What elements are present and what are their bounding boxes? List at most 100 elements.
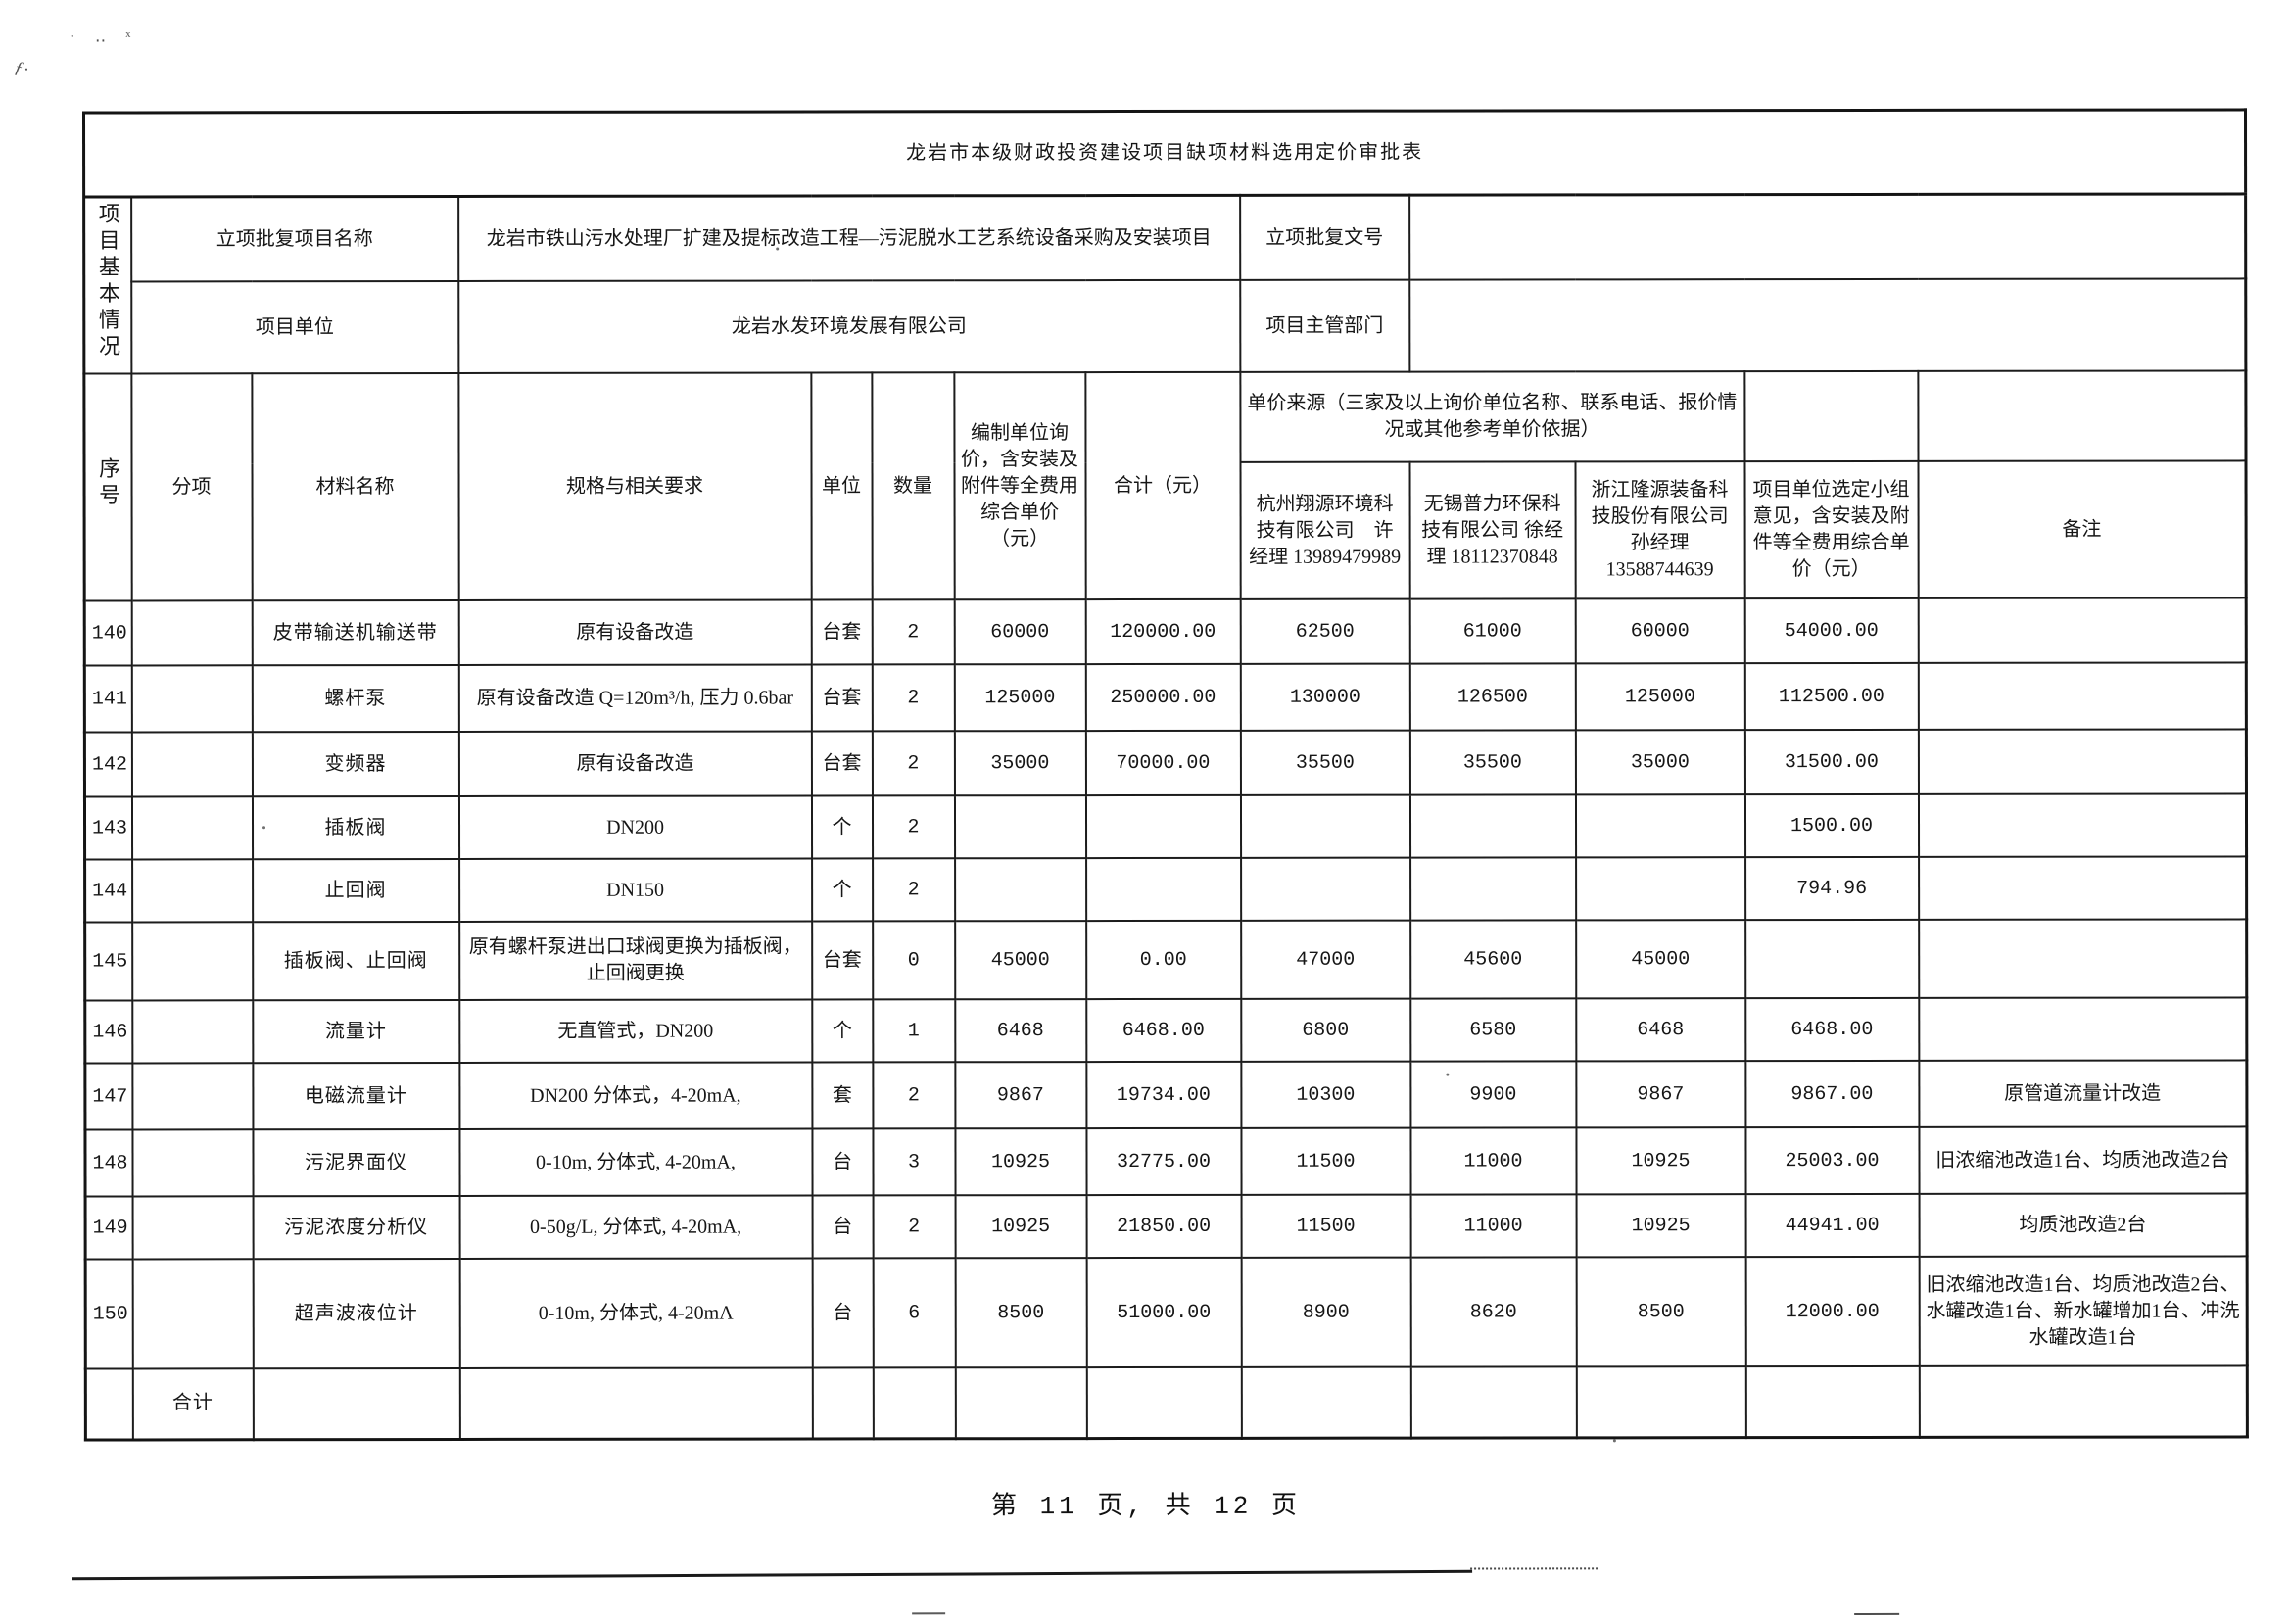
cell-selected-price bbox=[1745, 1365, 1920, 1438]
cell-total bbox=[1086, 1366, 1242, 1439]
cell-quote-wuxi: 45600 bbox=[1409, 920, 1576, 999]
cell-unit-price: 45000 bbox=[954, 921, 1086, 1000]
table-row: 146 流量计 无直管式，DN200 个 1 6468 6468.00 6800… bbox=[84, 997, 2247, 1064]
cell-qty: 2 bbox=[872, 1062, 955, 1129]
cell-unit-price: 125000 bbox=[954, 664, 1086, 732]
cell-category bbox=[131, 1129, 254, 1197]
cell-quote-zhejiang bbox=[1575, 857, 1745, 921]
cell-selected-price: 31500.00 bbox=[1744, 729, 1919, 795]
cell-quote-zhejiang: 45000 bbox=[1575, 920, 1745, 999]
cell-total: 51000.00 bbox=[1086, 1257, 1242, 1368]
cell-remark bbox=[1918, 729, 2247, 794]
scan-artifact-dash bbox=[1854, 1612, 1900, 1615]
col-header-no: 序号 bbox=[83, 373, 132, 601]
cell-remark bbox=[1919, 1365, 2248, 1437]
cell-unit-price: 10925 bbox=[955, 1195, 1087, 1259]
cell-unit: 台 bbox=[812, 1258, 874, 1368]
cell-no: 142 bbox=[84, 732, 132, 797]
cell-spec: DN200 分体式，4-20mA, bbox=[458, 1062, 812, 1129]
cell-total: 250000.00 bbox=[1085, 663, 1241, 732]
cell-remark bbox=[1918, 597, 2247, 663]
scan-speckle bbox=[262, 826, 266, 830]
cell-selected-price: 112500.00 bbox=[1744, 662, 1919, 731]
cell-quote-wuxi: 61000 bbox=[1409, 598, 1576, 664]
cell-spec: 原有设备改造 bbox=[458, 599, 812, 665]
cell-unit: 套 bbox=[811, 1062, 873, 1129]
cell-material-name: 插板阀 bbox=[252, 795, 459, 860]
cell-selected-price bbox=[1744, 919, 1919, 999]
cell-quote-hangzhou bbox=[1241, 1366, 1411, 1438]
project-authority-label: 项目主管部门 bbox=[1239, 280, 1409, 372]
cell-spec: 0-50g/L, 分体式, 4-20mA, bbox=[459, 1195, 813, 1259]
project-unit-label: 项目单位 bbox=[130, 281, 458, 374]
cell-quote-hangzhou: 62500 bbox=[1240, 598, 1410, 664]
cell-material-name: 螺杆泵 bbox=[252, 664, 459, 733]
cell-category bbox=[132, 1259, 254, 1369]
cell-quote-wuxi: 11000 bbox=[1410, 1194, 1577, 1258]
cell-no: 147 bbox=[84, 1063, 132, 1130]
col-header-vendor-hangzhou: 杭州翔源环境科技有限公司 许经理 13989479989 bbox=[1240, 461, 1410, 599]
cell-quote-zhejiang: 6468 bbox=[1575, 998, 1745, 1062]
table-row: 145 插板阀、止回阀 原有螺杆泵进出口球阀更换为插板阀，止回阀更换 台套 0 … bbox=[84, 919, 2247, 1001]
cell-selected-price: 25003.00 bbox=[1744, 1126, 1920, 1195]
project-unit-value: 龙岩水发环境发展有限公司 bbox=[457, 280, 1240, 373]
cell-unit: 台 bbox=[812, 1195, 874, 1259]
cell-selected-price: 12000.00 bbox=[1745, 1256, 1920, 1367]
approved-project-name-label: 立项批复项目名称 bbox=[130, 196, 458, 282]
cell-no bbox=[85, 1368, 133, 1440]
cell-selected-price: 1500.00 bbox=[1744, 793, 1919, 858]
cell-material-name: 超声波液位计 bbox=[253, 1258, 460, 1369]
cell-unit-price bbox=[954, 795, 1086, 859]
cell-qty: 6 bbox=[873, 1258, 956, 1368]
cell-qty: 2 bbox=[872, 795, 955, 859]
cell-category bbox=[131, 732, 253, 797]
cell-quote-hangzhou bbox=[1240, 857, 1410, 921]
cell-category bbox=[131, 600, 253, 666]
cell-quote-wuxi bbox=[1409, 857, 1576, 921]
cell-quote-wuxi bbox=[1409, 794, 1576, 858]
cell-total: 120000.00 bbox=[1085, 598, 1241, 665]
cell-total-label: 合计 bbox=[132, 1368, 254, 1440]
cell-category bbox=[131, 922, 253, 1001]
cell-category bbox=[132, 1196, 254, 1260]
table-row: 147 电磁流量计 DN200 分体式，4-20mA, 套 2 9867 197… bbox=[84, 1060, 2247, 1130]
cell-remark: 旧浓缩池改造1台、均质池改造2台 bbox=[1918, 1126, 2248, 1194]
cell-quote-zhejiang: 35000 bbox=[1575, 730, 1745, 795]
cell-quote-hangzhou bbox=[1240, 794, 1410, 858]
scan-speckle bbox=[1446, 1073, 1450, 1076]
col-header-selected-price: 项目单位选定小组意见，含安装及附件等全费用综合单价（元） bbox=[1744, 460, 1919, 599]
cell-material-name: 电磁流量计 bbox=[252, 1062, 459, 1130]
cell-quote-zhejiang bbox=[1576, 1366, 1746, 1438]
cell-spec: 原有设备改造 Q=120m³/h, 压力 0.6bar bbox=[458, 664, 812, 732]
table-row: 150 超声波液位计 0-10m, 分体式, 4-20mA 台 6 8500 5… bbox=[85, 1256, 2248, 1369]
cell-no: 141 bbox=[84, 665, 132, 733]
cell-qty: 2 bbox=[872, 599, 955, 665]
cell-spec: 0-10m, 分体式, 4-20mA, bbox=[458, 1128, 813, 1196]
cell-selected-price: 9867.00 bbox=[1744, 1060, 1919, 1128]
cell-total: 21850.00 bbox=[1086, 1194, 1242, 1259]
approval-form-table: 龙岩市本级财政投资建设项目缺项材料选用定价审批表 项目基本情况 立项批复项目名称… bbox=[82, 108, 2249, 1442]
cell-quote-wuxi: 8620 bbox=[1410, 1257, 1577, 1367]
cell-selected-price: 794.96 bbox=[1744, 856, 1919, 921]
col-header-spec: 规格与相关要求 bbox=[457, 372, 812, 600]
cell-material-name: 流量计 bbox=[252, 999, 459, 1064]
cell-quote-hangzhou: 8900 bbox=[1241, 1257, 1411, 1367]
cell-remark bbox=[1918, 662, 2247, 730]
cell-remark bbox=[1918, 997, 2247, 1061]
col-header-no-vertical-text: 序号 bbox=[96, 456, 121, 510]
cell-selected-price: 54000.00 bbox=[1744, 597, 1919, 664]
cell-no: 145 bbox=[84, 922, 132, 1001]
page-number-footer: 第 11 页, 共 12 页 bbox=[990, 1491, 1302, 1522]
col-header-total: 合计（元） bbox=[1084, 371, 1241, 600]
scan-artifact-squiggle: ƒ· bbox=[12, 57, 32, 80]
cell-material-name: 皮带输送机输送带 bbox=[252, 599, 459, 666]
cell-quote-zhejiang: 8500 bbox=[1576, 1257, 1746, 1367]
col-header-material: 材料名称 bbox=[251, 372, 459, 601]
cell-qty: 0 bbox=[872, 921, 955, 1000]
table-row: 148 污泥界面仪 0-10m, 分体式, 4-20mA, 台 3 10925 … bbox=[84, 1126, 2248, 1197]
col-header-vendor-wuxi: 无锡普力环保科技有限公司 徐经理 18112370848 bbox=[1409, 461, 1576, 599]
cell-unit-price: 8500 bbox=[955, 1258, 1087, 1368]
cell-no: 143 bbox=[84, 796, 132, 860]
approval-doc-number-label: 立项批复文号 bbox=[1239, 195, 1409, 281]
cell-category bbox=[131, 1063, 253, 1130]
